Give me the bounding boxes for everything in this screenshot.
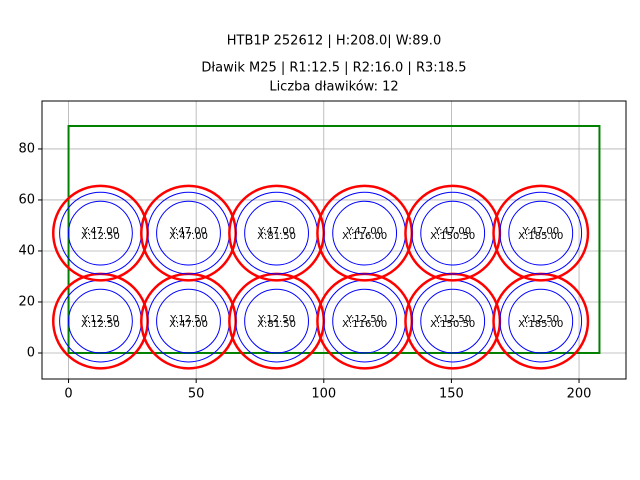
x-label: X:116.00: [342, 231, 387, 242]
y-label: Y:47.00: [433, 226, 471, 237]
plot-frame: [41, 100, 627, 380]
chart-title: HTB1P 252612 | H:208.0| W:89.0: [227, 34, 441, 49]
x-label: X:12.50: [81, 231, 120, 242]
y-label: Y:47.00: [81, 226, 119, 237]
circle: [332, 200, 398, 266]
outline-rectangle: [67, 124, 601, 354]
y-label: Y:47.00: [345, 226, 383, 237]
circle: [156, 288, 221, 354]
x-label: X:150.50: [430, 231, 475, 242]
circle: [68, 200, 133, 266]
chart-title: Dławik M25 | R1:12.5 | R2:16.0 | R3:18.5: [201, 61, 466, 76]
y-label: Y:12.50: [257, 314, 295, 325]
y-label: Y:12.50: [345, 314, 383, 325]
x-label: X:47.00: [169, 319, 208, 330]
x-tick-label: 0: [64, 387, 72, 402]
x-tick-label: 150: [439, 387, 464, 402]
circle: [508, 288, 574, 354]
x-label: X:12.50: [81, 319, 120, 330]
y-label: Y:12.50: [169, 314, 207, 325]
circle: [68, 288, 133, 354]
y-label: Y:12.50: [81, 314, 119, 325]
x-tick-label: 200: [567, 387, 592, 402]
y-tick-label: 60: [18, 192, 35, 207]
circle: [244, 200, 309, 266]
circle: [420, 200, 486, 266]
x-tick-label: 50: [188, 387, 205, 402]
y-label: Y:12.50: [433, 314, 471, 325]
circle: [499, 191, 583, 275]
y-tick-label: 0: [27, 345, 35, 360]
circle: [492, 184, 590, 282]
chart-title: Liczba dławików: 12: [269, 80, 398, 95]
y-tick-label: 80: [18, 141, 35, 156]
x-label: X:185.00: [518, 231, 563, 242]
x-label: X:116.00: [342, 319, 387, 330]
circle: [332, 288, 398, 354]
y-label: Y:47.00: [521, 226, 559, 237]
x-tick-label: 100: [311, 387, 336, 402]
x-label: X:81.50: [257, 319, 296, 330]
y-tick-label: 40: [18, 243, 35, 258]
y-label: Y:47.00: [169, 226, 207, 237]
circle: [508, 200, 574, 266]
x-label: X:47.00: [169, 231, 208, 242]
x-label: X:81.50: [257, 231, 296, 242]
x-label: X:185.00: [518, 319, 563, 330]
x-label: X:150.50: [430, 319, 475, 330]
circle: [420, 288, 486, 354]
circle: [156, 200, 221, 266]
y-tick-label: 20: [18, 294, 35, 309]
y-label: Y:47.00: [257, 226, 295, 237]
y-label: Y:12.50: [521, 314, 559, 325]
circle: [244, 288, 309, 354]
